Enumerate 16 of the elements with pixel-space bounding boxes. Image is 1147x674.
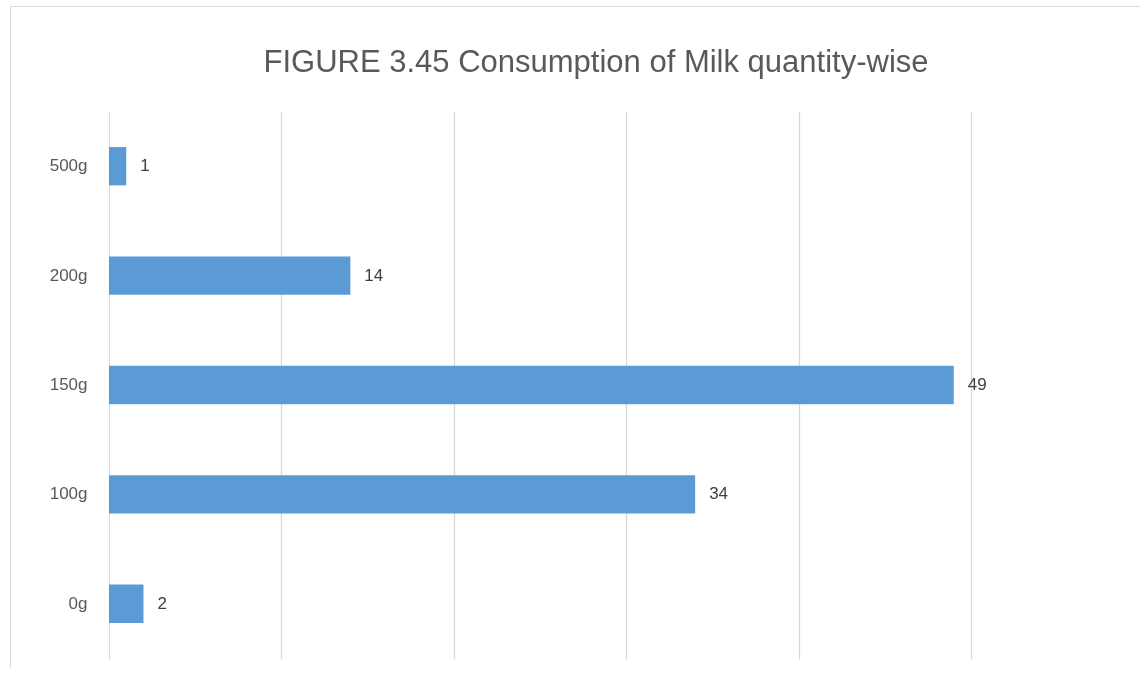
bar <box>109 256 351 295</box>
bar <box>109 475 696 514</box>
data-label: 34 <box>709 484 729 504</box>
y-tick-label: 200g <box>49 265 88 285</box>
y-tick-label: 500g <box>49 156 88 176</box>
data-label: 49 <box>967 375 987 394</box>
bar <box>109 365 954 405</box>
data-label: 1 <box>140 156 150 176</box>
y-tick-label: 0g <box>68 593 88 613</box>
bar <box>109 147 127 186</box>
y-tick-label: 150g <box>49 375 88 394</box>
chart-title: FIGURE 3.45 Consumption of Milk quantity-wise <box>263 44 929 79</box>
y-tick-label: 100g <box>49 484 88 504</box>
data-label: 14 <box>364 265 384 285</box>
bar <box>109 584 144 623</box>
data-label: 2 <box>157 593 167 613</box>
